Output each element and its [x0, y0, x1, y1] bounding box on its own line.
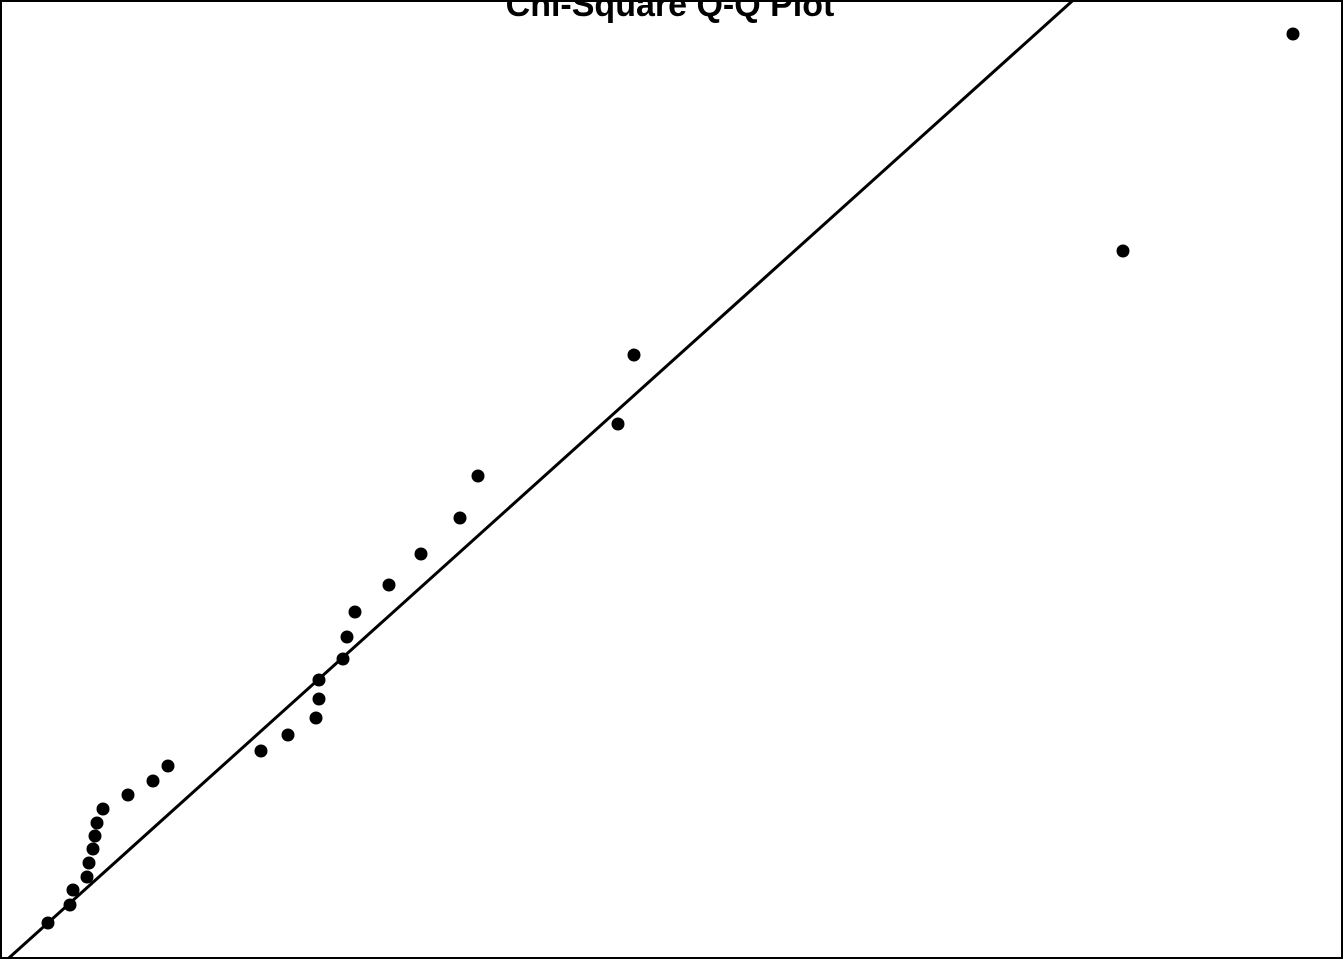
data-point: [336, 652, 350, 666]
data-point: [348, 605, 362, 619]
data-point: [627, 348, 641, 362]
data-point: [414, 547, 428, 561]
data-point: [309, 711, 323, 725]
data-points: [41, 27, 1300, 930]
data-point: [611, 417, 625, 431]
data-point: [96, 802, 110, 816]
data-point: [254, 744, 268, 758]
data-point: [382, 578, 396, 592]
data-point: [161, 759, 175, 773]
data-point: [146, 774, 160, 788]
data-point: [80, 870, 94, 884]
data-point: [82, 856, 96, 870]
data-point: [340, 630, 354, 644]
data-point: [90, 816, 104, 830]
data-point: [1286, 27, 1300, 41]
data-point: [88, 829, 102, 843]
data-point: [121, 788, 135, 802]
data-point: [1116, 244, 1130, 258]
data-point: [281, 728, 295, 742]
data-point: [312, 692, 326, 706]
plot-title: Chi-Square Q-Q Plot: [506, 0, 835, 24]
data-point: [312, 673, 326, 687]
data-point: [86, 842, 100, 856]
data-point: [63, 898, 77, 912]
data-point: [66, 883, 80, 897]
data-point: [453, 511, 467, 525]
data-point: [471, 469, 485, 483]
data-point: [41, 916, 55, 930]
